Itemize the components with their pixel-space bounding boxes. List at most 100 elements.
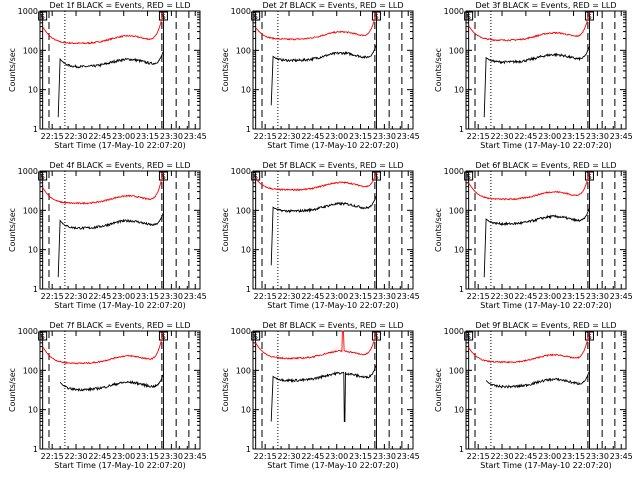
- y-tick-label: 1: [246, 445, 251, 454]
- panel-title: Det 2f BLACK = Events, RED = LLD: [262, 1, 403, 10]
- y-axis-label: Counts/sec: [434, 48, 443, 92]
- x-tick-label: 23:45: [397, 132, 420, 141]
- x-tick-label: 23:45: [610, 292, 633, 301]
- y-tick-label: 1: [459, 125, 464, 134]
- x-tick-label: 22:45: [514, 452, 537, 461]
- series-lld: [468, 12, 590, 42]
- x-axis-label: Start Time (17-May-10 22:07:20): [267, 301, 398, 310]
- series-events: [59, 374, 164, 392]
- flag-label: S: [161, 173, 166, 181]
- x-tick-label: 22:45: [301, 292, 324, 301]
- panel-title: Det 7f BLACK = Events, RED = LLD: [49, 321, 190, 330]
- x-tick-label: 23:15: [562, 452, 585, 461]
- x-tick-label: 23:00: [325, 452, 348, 461]
- x-tick-label: 23:30: [160, 292, 183, 301]
- flag-label: S: [253, 173, 258, 181]
- x-axis-label: Start Time (17-May-10 22:07:20): [54, 141, 185, 150]
- panel-title: Det 5f BLACK = Events, RED = LLD: [262, 161, 403, 170]
- x-tick-label: 22:30: [64, 132, 87, 141]
- y-tick-label: 10: [28, 86, 38, 95]
- y-tick-label: 10: [241, 406, 251, 415]
- x-tick-label: 23:15: [136, 292, 159, 301]
- panel-det-2: Det 2f BLACK = Events, RED = LLD 1 10 100 10…: [221, 1, 420, 150]
- flag-label: S: [40, 173, 45, 181]
- x-tick-label: 23:30: [586, 132, 609, 141]
- panel-title: Det 4f BLACK = Events, RED = LLD: [49, 161, 190, 170]
- series-events: [270, 45, 377, 106]
- y-tick-label: 1: [33, 125, 38, 134]
- y-tick-label: 1000: [444, 167, 464, 176]
- flag-box: [251, 11, 261, 21]
- series-lld: [255, 12, 377, 41]
- y-tick-label: 1000: [444, 327, 464, 336]
- x-tick-label: 22:30: [490, 132, 513, 141]
- x-tick-label: 23:00: [325, 132, 348, 141]
- plot-frame: [465, 330, 627, 450]
- x-tick-label: 22:15: [467, 292, 490, 301]
- y-tick-label: 1: [246, 125, 251, 134]
- flag-label: S: [466, 13, 471, 21]
- y-tick-label: 1000: [231, 327, 251, 336]
- x-axis-label: Start Time (17-May-10 22:07:20): [480, 301, 611, 310]
- flag-label: S: [374, 173, 379, 181]
- y-tick-label: 100: [449, 46, 464, 55]
- flag-box: [38, 11, 48, 21]
- x-tick-label: 23:30: [373, 292, 396, 301]
- y-tick-label: 1000: [231, 167, 251, 176]
- panel-det-1: Det 1f BLACK = Events, RED = LLD 1 10 100 10…: [8, 1, 207, 150]
- x-tick-label: 22:45: [301, 452, 324, 461]
- series-events: [57, 51, 164, 118]
- x-axis-label: Start Time (17-May-10 22:07:20): [267, 461, 398, 470]
- flag-label: S: [253, 13, 258, 21]
- x-tick-label: 22:15: [41, 452, 64, 461]
- flag-label: S: [253, 333, 258, 341]
- x-tick-label: 23:45: [610, 452, 633, 461]
- x-tick-label: 23:45: [397, 292, 420, 301]
- y-tick-label: 10: [28, 246, 38, 255]
- panel-title: Det 3f BLACK = Events, RED = LLD: [475, 1, 616, 10]
- x-tick-label: 23:45: [397, 452, 420, 461]
- x-tick-label: 22:45: [88, 292, 111, 301]
- series-events: [483, 46, 590, 118]
- y-tick-label: 10: [454, 86, 464, 95]
- panel-title: Det 9f BLACK = Events, RED = LLD: [475, 321, 616, 330]
- plot-frame: [39, 10, 201, 130]
- x-tick-label: 23:15: [136, 132, 159, 141]
- plot-frame: [39, 330, 201, 450]
- flag-box: [251, 331, 261, 341]
- y-tick-label: 10: [28, 406, 38, 415]
- panel-det-3: Det 3f BLACK = Events, RED = LLD 1 10 100 10…: [434, 1, 633, 150]
- plot-frame: [252, 170, 414, 290]
- x-tick-label: 23:45: [610, 132, 633, 141]
- x-tick-label: 23:00: [538, 292, 561, 301]
- plot-frame: [465, 10, 627, 130]
- x-tick-label: 22:45: [88, 452, 111, 461]
- flag-label: S: [161, 13, 166, 21]
- plot-frame: [252, 10, 414, 130]
- series-lld: [42, 12, 164, 45]
- x-tick-label: 23:15: [349, 132, 372, 141]
- y-tick-label: 100: [449, 366, 464, 375]
- x-tick-label: 23:45: [184, 292, 207, 301]
- x-tick-label: 22:15: [254, 132, 277, 141]
- y-tick-label: 100: [449, 206, 464, 215]
- x-axis-label: Start Time (17-May-10 22:07:20): [267, 141, 398, 150]
- flag-box: [464, 331, 474, 341]
- y-tick-label: 1: [33, 445, 38, 454]
- panel-det-7: Det 7f BLACK = Events, RED = LLD 1 10 100 10…: [8, 321, 207, 470]
- x-tick-label: 23:30: [373, 132, 396, 141]
- x-tick-label: 22:45: [301, 132, 324, 141]
- x-tick-label: 23:30: [586, 452, 609, 461]
- x-tick-label: 22:30: [64, 452, 87, 461]
- y-tick-label: 100: [236, 206, 251, 215]
- y-tick-label: 1000: [231, 7, 251, 16]
- x-tick-label: 23:45: [184, 132, 207, 141]
- y-tick-label: 1: [459, 445, 464, 454]
- panel-det-6: Det 6f BLACK = Events, RED = LLD 1 10 100 10…: [434, 161, 633, 310]
- x-tick-label: 22:30: [490, 452, 513, 461]
- x-tick-label: 22:30: [64, 292, 87, 301]
- y-tick-label: 10: [454, 246, 464, 255]
- series-events: [270, 365, 377, 422]
- y-axis-label: Counts/sec: [8, 368, 17, 412]
- series-lld: [255, 330, 377, 360]
